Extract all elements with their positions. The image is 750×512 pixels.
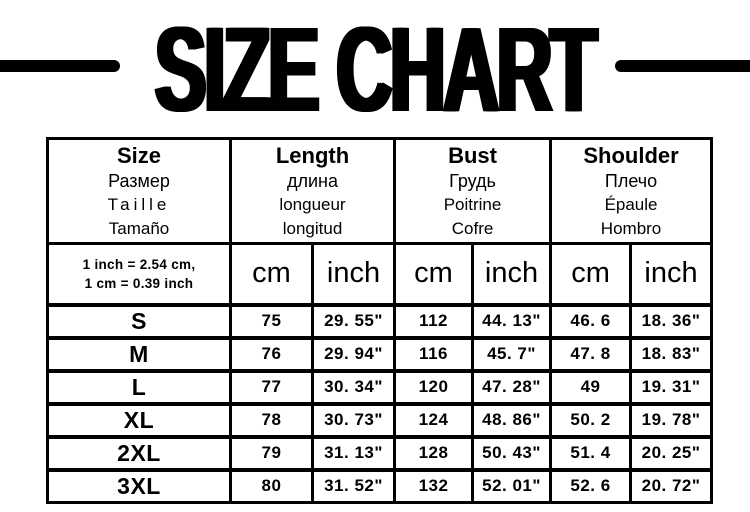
unit-header-bust-inch: inch [471, 242, 553, 306]
column-label-bust-ru: Грудь [449, 170, 496, 191]
column-label-length: Length [275, 142, 350, 168]
column-label-bust-es: Cofre [451, 218, 494, 238]
column-label-length-es: longitud [282, 218, 343, 238]
table-row-m: M 76 29. 94" 116 45. 7" 47. 8 18. 83" [46, 335, 714, 372]
bust-cm-cell: 116 [393, 335, 475, 372]
column-header-bust: Bust Грудь Poitrine Cofre [393, 137, 553, 245]
column-label-size-es: Tamaño [108, 218, 170, 238]
column-label-size-fr: Taille [107, 194, 171, 214]
size-cell: S [46, 302, 232, 339]
shoulder-inch-cell: 19. 31" [629, 368, 714, 405]
size-cell: 2XL [46, 434, 232, 471]
shoulder-cm-cell: 47. 8 [549, 335, 633, 372]
table-row-l: L 77 30. 34" 120 47. 28" 49 19. 31" [46, 368, 714, 405]
size-cell: L [46, 368, 232, 405]
shoulder-inch-cell: 18. 36" [629, 302, 714, 339]
length-cm-cell: 80 [229, 467, 314, 504]
column-label-bust: Bust [448, 142, 497, 168]
column-label-shoulder: Shoulder [583, 142, 679, 168]
length-inch-cell: 30. 34" [310, 368, 397, 405]
length-cm-cell: 75 [229, 302, 314, 339]
bust-inch-cell: 52. 01" [471, 467, 553, 504]
shoulder-inch-cell: 19. 78" [629, 401, 714, 438]
title-dash-left-icon [0, 60, 120, 72]
shoulder-cm-cell: 51. 4 [549, 434, 633, 471]
column-header-size: Size Размер Taille Tamaño [46, 137, 232, 245]
length-cm-cell: 77 [229, 368, 314, 405]
bust-inch-cell: 50. 43" [471, 434, 553, 471]
conversion-note-line2: 1 cm = 0.39 inch [84, 275, 194, 291]
table-row-3xl: 3XL 80 31. 52" 132 52. 01" 52. 6 20. 72" [46, 467, 714, 504]
table-row-2xl: 2XL 79 31. 13" 128 50. 43" 51. 4 20. 25" [46, 434, 714, 471]
column-header-shoulder: Shoulder Плечо Épaule Hombro [549, 137, 714, 245]
length-inch-cell: 29. 94" [310, 335, 397, 372]
shoulder-inch-cell: 20. 72" [629, 467, 714, 504]
column-label-shoulder-fr: Épaule [604, 194, 658, 214]
unit-header-length-cm: cm [229, 242, 314, 306]
table-header-row: Size Размер Taille Tamaño Length длина l… [46, 137, 714, 245]
length-inch-cell: 31. 13" [310, 434, 397, 471]
conversion-note: 1 inch = 2.54 cm, 1 cm = 0.39 inch [46, 242, 232, 306]
bust-cm-cell: 132 [393, 467, 475, 504]
length-inch-cell: 30. 73" [310, 401, 397, 438]
size-cell: 3XL [46, 467, 232, 504]
length-cm-cell: 76 [229, 335, 314, 372]
title-dash-right-icon [615, 60, 750, 72]
table-row-xl: XL 78 30. 73" 124 48. 86" 50. 2 19. 78" [46, 401, 714, 438]
shoulder-cm-cell: 46. 6 [549, 302, 633, 339]
column-header-length: Length длина longueur longitud [228, 137, 397, 245]
conversion-note-line1: 1 inch = 2.54 cm, [82, 256, 196, 272]
column-label-length-ru: длина [287, 170, 339, 191]
column-label-size-ru: Размер [108, 170, 170, 191]
shoulder-inch-cell: 20. 25" [629, 434, 714, 471]
unit-header-length-inch: inch [310, 242, 397, 306]
column-label-length-fr: longueur [279, 194, 346, 214]
bust-inch-cell: 48. 86" [471, 401, 553, 438]
bust-cm-cell: 124 [393, 401, 475, 438]
page-title: SIZE CHART [155, 2, 597, 137]
table-row-s: S 75 29. 55" 112 44. 13" 46. 6 18. 36" [46, 302, 714, 339]
bust-inch-cell: 47. 28" [471, 368, 553, 405]
size-cell: XL [46, 401, 232, 438]
unit-header-bust-cm: cm [393, 242, 475, 306]
length-inch-cell: 29. 55" [310, 302, 397, 339]
bust-inch-cell: 45. 7" [471, 335, 553, 372]
title-bar: SIZE CHART [0, 0, 750, 137]
bust-cm-cell: 120 [393, 368, 475, 405]
shoulder-cm-cell: 49 [549, 368, 633, 405]
length-cm-cell: 78 [229, 401, 314, 438]
unit-header-shoulder-inch: inch [629, 242, 714, 306]
column-label-bust-fr: Poitrine [443, 194, 502, 214]
column-label-size: Size [116, 142, 162, 168]
bust-cm-cell: 128 [393, 434, 475, 471]
length-cm-cell: 79 [229, 434, 314, 471]
bust-cm-cell: 112 [393, 302, 475, 339]
shoulder-inch-cell: 18. 83" [629, 335, 714, 372]
table-units-row: 1 inch = 2.54 cm, 1 cm = 0.39 inch cm in… [46, 242, 714, 306]
shoulder-cm-cell: 50. 2 [549, 401, 633, 438]
column-label-shoulder-ru: Плечо [604, 170, 658, 191]
bust-inch-cell: 44. 13" [471, 302, 553, 339]
unit-header-shoulder-cm: cm [549, 242, 633, 306]
shoulder-cm-cell: 52. 6 [549, 467, 633, 504]
length-inch-cell: 31. 52" [310, 467, 397, 504]
column-label-shoulder-es: Hombro [600, 218, 662, 238]
size-cell: M [46, 335, 232, 372]
size-table: Size Размер Taille Tamaño Length длина l… [46, 137, 714, 504]
